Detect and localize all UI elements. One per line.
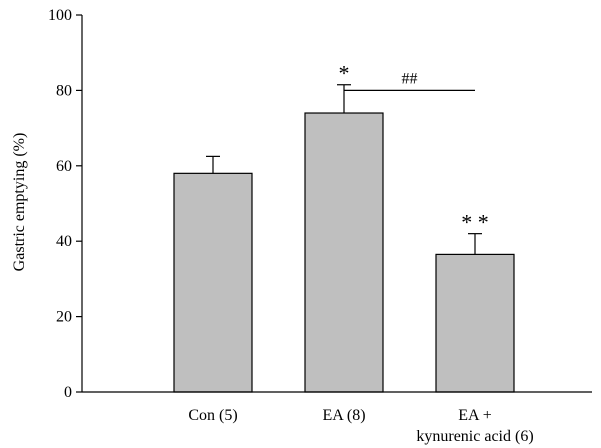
bar xyxy=(173,172,253,393)
y-tick-label: 0 xyxy=(64,384,72,401)
y-tick-label: 60 xyxy=(56,158,72,175)
y-tick-label: 100 xyxy=(48,7,72,24)
y-tick-label: 80 xyxy=(56,82,72,99)
annotations: * * * xyxy=(339,61,489,235)
x-category-label: kynurenic acid (6) xyxy=(416,428,533,445)
bar xyxy=(304,112,384,393)
error-bar xyxy=(337,84,351,114)
y-axis-title: Gastric emptying (%) xyxy=(11,133,28,272)
y-tick-label: 40 xyxy=(56,233,72,250)
error-bar xyxy=(468,233,482,255)
bar xyxy=(435,253,515,393)
x-axis-labels: Con (5) EA (8) EA + kynurenic acid (6) xyxy=(188,407,533,445)
x-category-label: EA + xyxy=(458,407,491,424)
x-category-label: EA (8) xyxy=(322,407,365,424)
error-bars xyxy=(206,84,482,255)
bars xyxy=(173,112,515,393)
x-category-label: Con (5) xyxy=(188,407,237,424)
bracket-label: ## xyxy=(402,70,418,87)
y-tick-label: 20 xyxy=(56,309,72,326)
error-bar xyxy=(206,155,220,174)
significance-marker: * * xyxy=(461,210,489,235)
y-axis: 0 20 40 60 80 100 xyxy=(48,7,83,401)
significance-bracket: ## xyxy=(344,70,475,92)
significance-marker: * xyxy=(339,61,350,86)
